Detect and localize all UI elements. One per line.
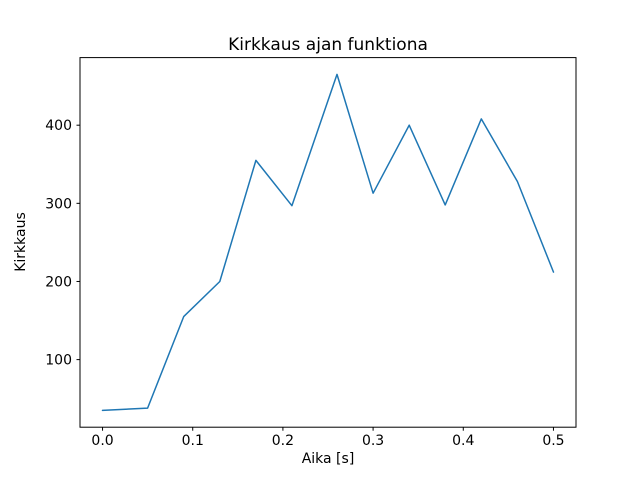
x-tick-label: 0.3 [362, 433, 384, 449]
plot-area [79, 57, 577, 428]
y-axis-label: Kirkkaus [13, 212, 29, 272]
x-tick-label: 0.5 [542, 433, 564, 449]
data-line [101, 73, 555, 412]
x-tick-label: 0.1 [182, 433, 204, 449]
y-tick-label: 200 [45, 274, 72, 290]
x-tick-label: 0.2 [272, 433, 294, 449]
x-tick-label: 0.0 [91, 433, 113, 449]
y-tick-label: 400 [45, 118, 72, 134]
x-tick-label: 0.4 [452, 433, 474, 449]
x-axis-label: Aika [s] [301, 451, 355, 467]
y-tick-label: 300 [45, 196, 72, 212]
y-tick-label: 100 [45, 353, 72, 369]
chart-title: Kirkkaus ajan funktiona [228, 35, 428, 55]
